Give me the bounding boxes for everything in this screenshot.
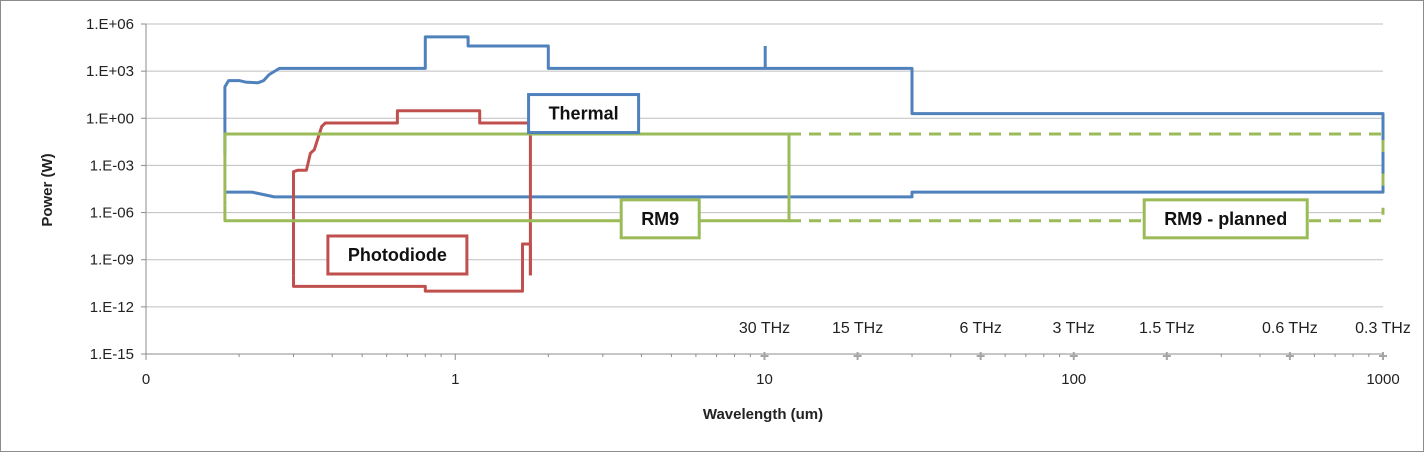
photodiode-series <box>292 109 532 293</box>
photodiode-label-text: Photodiode <box>348 245 447 265</box>
x-tick-label: 100 <box>1061 371 1086 388</box>
thermal-lower-bound <box>224 176 1385 199</box>
rm9-planned-label-box: RM9 - planned <box>1142 198 1309 240</box>
y-tick-label: 1.E-12 <box>90 299 134 316</box>
thermal-label-text: Thermal <box>549 104 619 124</box>
x-tick-label: 1 <box>451 371 459 388</box>
frequency-marker-label: 0.6 THz <box>1262 320 1318 337</box>
photodiode-lower-bound <box>292 242 532 293</box>
frequency-marker <box>853 352 862 360</box>
y-tick-label: 1.E+00 <box>86 110 134 127</box>
thermal-label-frame <box>527 93 641 135</box>
rm9-planned-label-text: RM9 - planned <box>1164 209 1287 229</box>
rm9-label-text: RM9 <box>641 209 679 229</box>
photodiode-label-box: Photodiode <box>326 234 469 276</box>
frequency-marker-layer: 30 THz 15 THz 6 THz 3 THz 1.5 THz 0.6 THz 0.3 … <box>739 320 1411 360</box>
photodiode-upper-bound <box>292 109 532 276</box>
frequency-marker-label: 30 THz <box>739 320 790 337</box>
x-axis-title: Wavelength (um) <box>703 406 823 423</box>
x-tick-label: 10 <box>756 371 773 388</box>
y-tick-label: 1.E-06 <box>90 205 134 222</box>
frequency-marker-label: 15 THz <box>832 320 883 337</box>
frequency-marker <box>976 352 985 360</box>
rm9-planned-series <box>789 132 1385 223</box>
rm9-planned-upper-bound <box>789 132 1385 158</box>
rm9-series <box>223 132 791 223</box>
grid-layer <box>146 23 1383 308</box>
y-axis-title: Power (W) <box>39 153 56 226</box>
rm9-planned-label-frame <box>1142 198 1309 240</box>
rm9-lower-bound <box>223 205 791 223</box>
rm9-planned-lower-bound <box>789 207 1385 223</box>
x-tick-label: 0 <box>142 371 150 388</box>
photodiode-label-frame <box>326 234 469 276</box>
frequency-marker <box>760 352 769 360</box>
thermal-label-box: Thermal <box>527 93 641 135</box>
frequency-marker <box>1069 352 1078 360</box>
rm9-upper-bound <box>223 132 791 206</box>
x-tick-label: 1000 <box>1366 371 1399 388</box>
y-tick-label: 1.E+06 <box>86 16 134 33</box>
thermal-series <box>223 35 1385 199</box>
annotation-layer: Thermal Photodiode RM9 RM9 - planned <box>326 93 1309 276</box>
thermal-upper-bound <box>223 35 1385 177</box>
frequency-marker <box>1162 352 1171 360</box>
y-tick-label: 1.E+03 <box>86 63 134 80</box>
frequency-marker <box>1285 352 1294 360</box>
y-tick-label: 1.E-03 <box>90 157 134 174</box>
rm9-label-frame <box>619 198 701 240</box>
series-layer <box>223 35 1385 293</box>
frequency-marker-label: 3 THz <box>1053 320 1095 337</box>
rm9-label-box: RM9 <box>619 198 701 240</box>
frequency-marker <box>1379 352 1387 360</box>
frequency-marker-label: 0.3 THz <box>1355 320 1411 337</box>
frequency-marker-label: 1.5 THz <box>1139 320 1195 337</box>
y-tick-label: 1.E-15 <box>90 346 134 363</box>
frequency-marker-label: 6 THz <box>959 320 1001 337</box>
y-tick-label: 1.E-09 <box>90 252 134 269</box>
